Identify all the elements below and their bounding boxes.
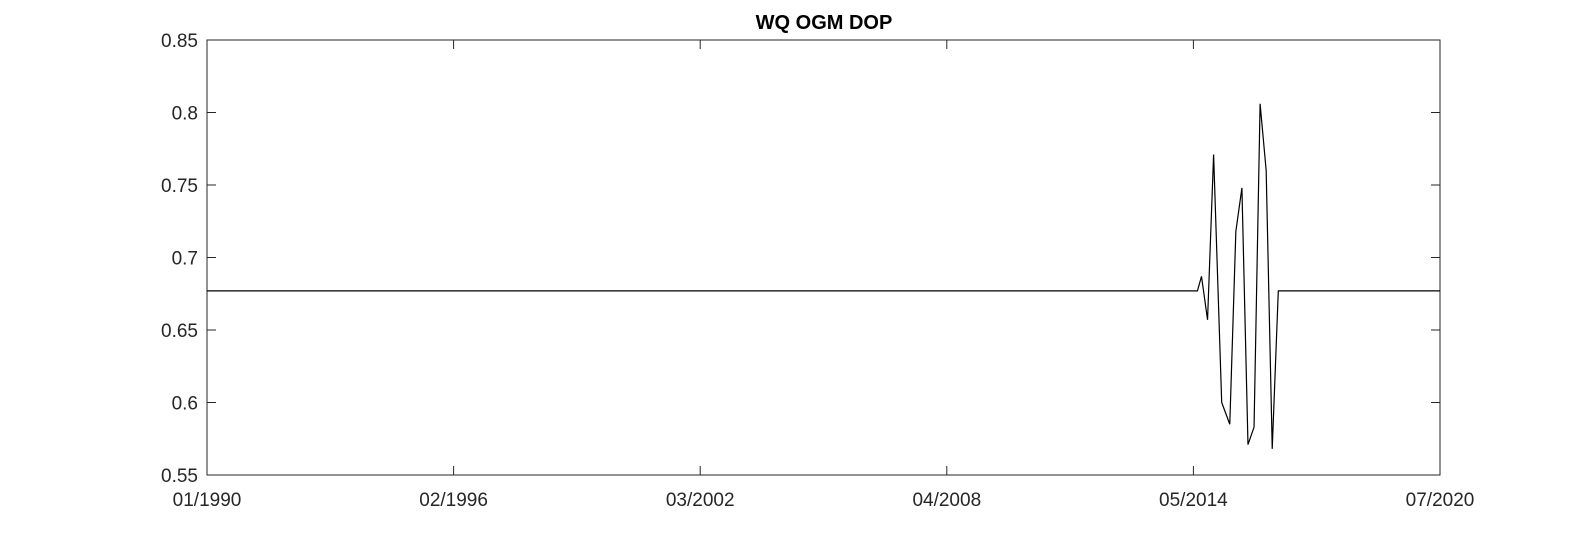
series-layer [207,103,1440,449]
y-tick-label: 0.75 [161,176,198,197]
y-tick-label: 0.8 [172,104,198,125]
y-tick-label: 0.6 [172,394,198,415]
x-tick-label: 01/1990 [173,490,242,511]
chart-title: WQ OGM DOP [756,12,893,34]
y-tick-label: 0.7 [172,249,198,270]
x-tick-label: 05/2014 [1159,490,1228,511]
series-line-dop [207,103,1440,449]
x-tick-label: 03/2002 [666,490,735,511]
plot-area [206,39,1441,476]
y-tick-label: 0.65 [161,321,198,342]
x-tick-label: 07/2020 [1406,490,1475,511]
x-tick-label: 04/2008 [912,490,981,511]
y-tick-label: 0.85 [161,31,198,52]
y-tick-label: 0.55 [161,466,198,487]
x-tick-label: 02/1996 [419,490,488,511]
x-axis: 01/1990 02/1996 03/2002 04/2008 05/2014 07/20… [173,40,1475,511]
y-axis: 0.55 0.6 0.65 0.7 0.75 0.8 0.85 [161,31,1440,487]
